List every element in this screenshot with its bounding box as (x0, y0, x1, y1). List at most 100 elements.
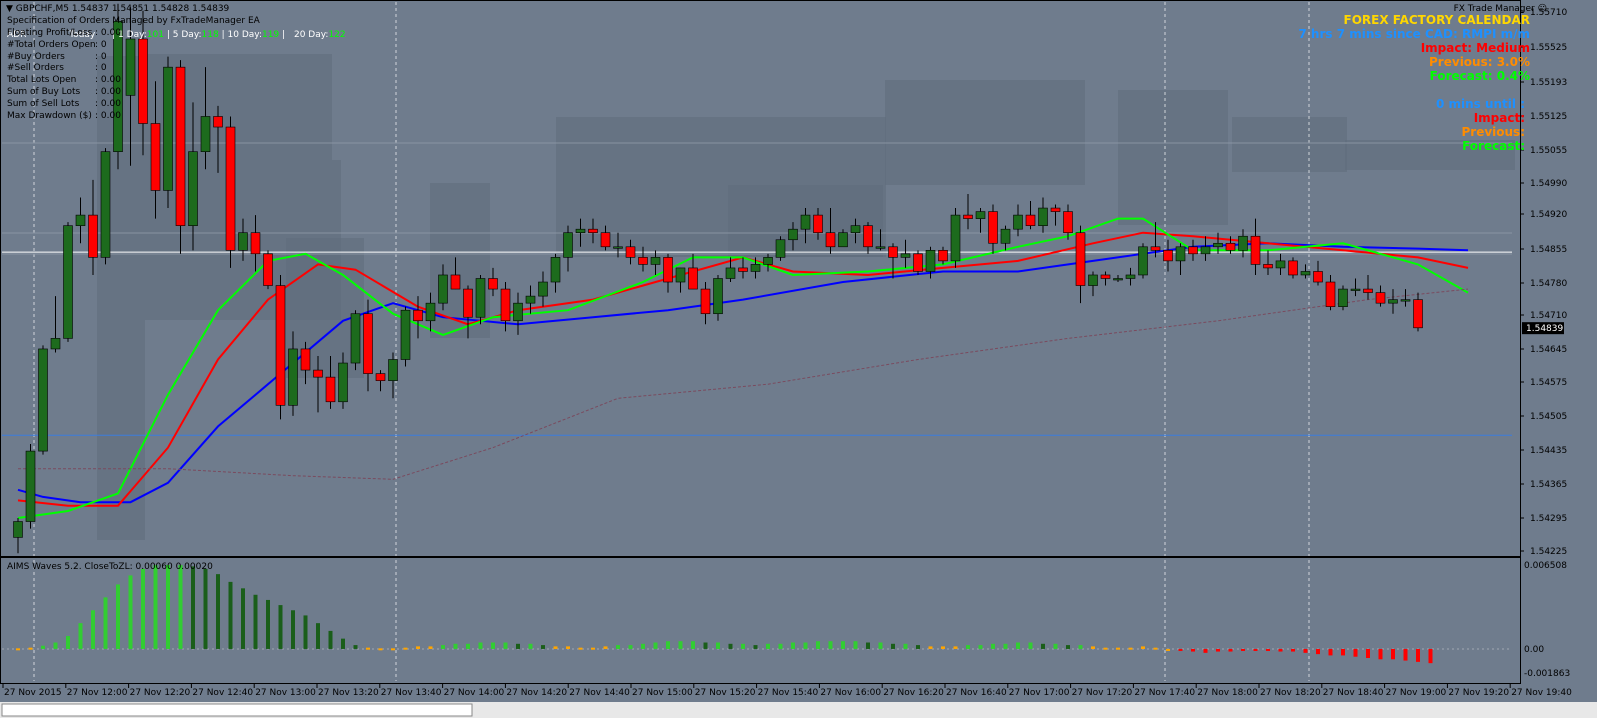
candle (1388, 289, 1398, 314)
indicator-bar (666, 641, 670, 649)
candle-body (88, 214, 98, 258)
candle (363, 299, 373, 392)
time-tick-label: 27 Nov 15:00 (632, 688, 693, 698)
candle-body (1213, 242, 1223, 248)
candle-body (75, 214, 86, 226)
order-stat-value: : 0.00 (95, 28, 121, 38)
indicator-bar (1191, 648, 1195, 652)
chart-tab[interactable] (1, 703, 473, 717)
order-stat-value: : 0 (95, 51, 107, 62)
order-stat-row: Sum of Buy Lots: 0.00 (7, 87, 121, 97)
candle-body (125, 38, 136, 96)
candle-body (900, 253, 911, 258)
candle (588, 218, 598, 244)
candle-body (350, 313, 361, 364)
order-stat-label: Sum of Sell Lots (7, 98, 80, 109)
candle (1088, 271, 1098, 297)
candle-body (1050, 207, 1061, 212)
candle (1400, 289, 1411, 307)
candle (438, 264, 448, 311)
indicator-bar (603, 646, 608, 649)
candle-body (1225, 242, 1236, 251)
trade-manager-label: FX Trade Manager (1453, 4, 1535, 14)
indicator-bar (1103, 647, 1108, 650)
indicator-bar (678, 641, 683, 649)
candle-body (375, 373, 386, 381)
candle-body (450, 274, 461, 290)
candle (1213, 232, 1223, 254)
candle-body (625, 246, 636, 258)
candle (1288, 257, 1298, 279)
candle-body (738, 267, 748, 272)
time-tick-label: 27 Nov 18:20 (1260, 688, 1321, 698)
candle (200, 67, 211, 170)
ea-spec-label: Specification of Orders Managed by FxTra… (7, 16, 260, 26)
adr-1day-val: 101 (146, 30, 164, 40)
candle-body (525, 295, 536, 304)
candle (1200, 236, 1211, 261)
candle (1350, 278, 1361, 297)
indicator-bar (566, 646, 570, 649)
indicator-bar (1203, 648, 1208, 653)
candle-body (725, 267, 736, 279)
indicator-bar (728, 643, 733, 649)
candle (1100, 271, 1111, 286)
candle (1238, 229, 1248, 258)
candle (25, 444, 36, 529)
candle-body (1075, 232, 1086, 286)
time-tick-label: 27 Nov 15:40 (758, 688, 819, 698)
candle-body (150, 123, 161, 191)
candle (1313, 260, 1323, 286)
candle-body (1238, 235, 1248, 251)
candle (900, 239, 911, 268)
indicator-bar (741, 643, 745, 649)
time-tick-label: 27 Nov 13:40 (381, 688, 442, 698)
indicator-bar (41, 645, 45, 649)
time-tick-label: 27 Nov 2015 (4, 688, 62, 698)
candle (88, 179, 98, 275)
indicator-bar (1116, 647, 1120, 650)
candle-body (1013, 214, 1023, 230)
indicator-bar (478, 642, 483, 649)
candle-body (363, 313, 373, 374)
candle (963, 193, 973, 230)
indicator-bar (1303, 648, 1308, 653)
indicator-bar (528, 643, 533, 649)
price-tick-label: 1.55710 (1530, 8, 1567, 18)
price-tick-label: 1.54645 (1530, 345, 1567, 355)
indicator-bar (241, 588, 245, 649)
candle-body (913, 253, 923, 272)
indicator-bar (1091, 646, 1095, 649)
candle (563, 225, 573, 272)
candle-body (838, 232, 848, 248)
indicator-bar (1028, 642, 1033, 649)
candle (938, 246, 948, 265)
candle (1225, 236, 1236, 254)
candle-body (275, 285, 286, 406)
candle (1138, 243, 1148, 279)
indicator-bar (766, 643, 770, 649)
indicator-bar (453, 643, 458, 649)
candle-body (438, 274, 448, 304)
order-stat-row: #Total Orders Open: 0 (7, 40, 107, 50)
candle-body (488, 278, 498, 290)
candle (800, 208, 811, 244)
indicator-bar (216, 574, 220, 649)
time-tick-label: 27 Nov 16:20 (883, 688, 944, 698)
candle-body (1263, 264, 1273, 269)
candle (850, 218, 861, 244)
order-stat-row: #Sell Orders: 0 (7, 63, 107, 73)
candle (425, 292, 436, 332)
candle (288, 331, 298, 416)
indicator-bar (1316, 648, 1320, 655)
candle-body (400, 309, 411, 360)
candle-body (663, 257, 673, 283)
indicator-bar (1003, 643, 1008, 649)
indicator-bar (16, 648, 20, 651)
price-tick-label: 1.54575 (1530, 378, 1567, 388)
indicator-bar (266, 599, 270, 649)
candle (75, 197, 86, 244)
candle-body (1338, 288, 1348, 307)
indicator-bar (341, 638, 345, 649)
